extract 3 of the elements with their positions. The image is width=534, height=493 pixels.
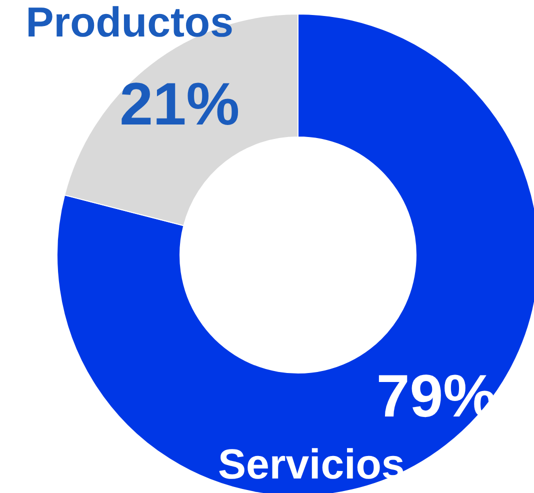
- slice-label: Servicios: [218, 440, 405, 488]
- slice-label: Productos: [26, 0, 234, 46]
- data-label: 21%: [120, 70, 240, 138]
